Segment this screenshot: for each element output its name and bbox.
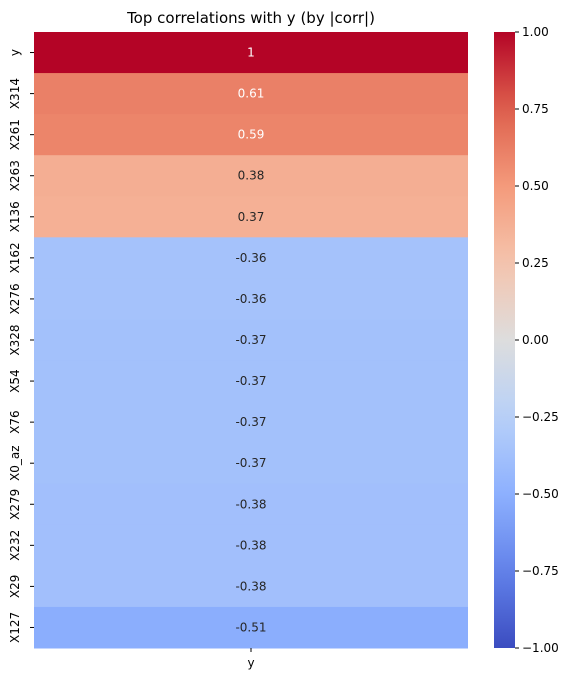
y-tick-label: X162: [8, 242, 22, 273]
y-tick-label: X127: [8, 612, 22, 643]
y-tick-label: X136: [8, 201, 22, 232]
heatmap-cell: [34, 442, 468, 485]
cell-value-label: -0.38: [235, 579, 266, 593]
cell-value-label: -0.37: [235, 374, 266, 388]
cell-value-label: 0.38: [238, 169, 265, 183]
y-tick-label: X263: [8, 160, 22, 191]
colorbar-tick-label: −0.25: [522, 410, 559, 424]
cell-value-label: -0.37: [235, 333, 266, 347]
colorbar-tick-label: 0.00: [522, 333, 549, 347]
colorbar-tick-label: −0.50: [522, 487, 559, 501]
heatmap-cell: [34, 360, 468, 403]
y-tick-label: X29: [8, 575, 22, 599]
heatmap-cell: [34, 32, 468, 74]
heatmap-cells: 1 0.61 0.59 0.38 0.37 -0.36 -0.36 -0.37 -0.37 -0.…: [34, 32, 468, 649]
cell-value-label: -0.36: [235, 251, 266, 265]
heatmap-cell: [34, 73, 468, 115]
heatmap-cell: [34, 606, 468, 649]
heatmap-cell: [34, 319, 468, 362]
y-tick-label: y: [8, 49, 22, 56]
cell-value-label: -0.38: [235, 497, 266, 511]
heatmap-cell: [34, 278, 468, 320]
x-tick-label: y: [247, 656, 254, 670]
heatmap-cell: [34, 237, 468, 279]
colorbar: [494, 32, 515, 648]
heatmap-cell: [34, 483, 468, 526]
colorbar-tick-label: −0.75: [522, 564, 559, 578]
heatmap-cell: [34, 401, 468, 444]
heatmap-cell: [34, 524, 468, 567]
cell-value-label: -0.37: [235, 456, 266, 470]
heatmap-cell: [34, 155, 468, 197]
y-tick-label: X261: [8, 119, 22, 150]
cell-value-label: 1: [247, 46, 255, 60]
heatmap-cell: [34, 565, 468, 608]
cell-value-label: -0.51: [235, 620, 266, 634]
cell-value-label: 0.37: [238, 210, 265, 224]
cell-value-label: -0.37: [235, 415, 266, 429]
x-tick-labels: y: [247, 648, 255, 670]
y-tick-label: X54: [8, 369, 22, 393]
colorbar-ticks: 1.00 0.75 0.50 0.25 0.00 −0.25 −0.50 −0.75 −1.00: [515, 25, 559, 655]
y-tick-label: X279: [8, 489, 22, 520]
cell-value-label: 0.61: [238, 87, 265, 101]
y-tick-label: X276: [8, 283, 22, 314]
heatmap-cell: [34, 114, 468, 156]
cell-value-label: 0.59: [238, 128, 265, 142]
y-tick-label: X232: [8, 530, 22, 561]
colorbar-tick-label: 0.50: [522, 179, 549, 193]
chart-title: Top correlations with y (by |corr|): [126, 9, 375, 27]
colorbar-tick-label: 1.00: [522, 25, 549, 39]
y-tick-label: X0_az: [8, 445, 22, 481]
colorbar-tick-label: 0.75: [522, 102, 549, 116]
heatmap-cell: [34, 196, 468, 238]
y-tick-label: X314: [8, 78, 22, 109]
cell-value-label: -0.38: [235, 538, 266, 552]
y-tick-label: X328: [8, 324, 22, 355]
colorbar-tick-label: −1.00: [522, 641, 559, 655]
y-tick-label: X76: [8, 410, 22, 434]
cell-value-label: -0.36: [235, 292, 266, 306]
colorbar-tick-label: 0.25: [522, 256, 549, 270]
y-tick-labels: y X314 X261 X263 X136 X162 X276 X328 X54 X76 X0_az…: [8, 49, 34, 643]
